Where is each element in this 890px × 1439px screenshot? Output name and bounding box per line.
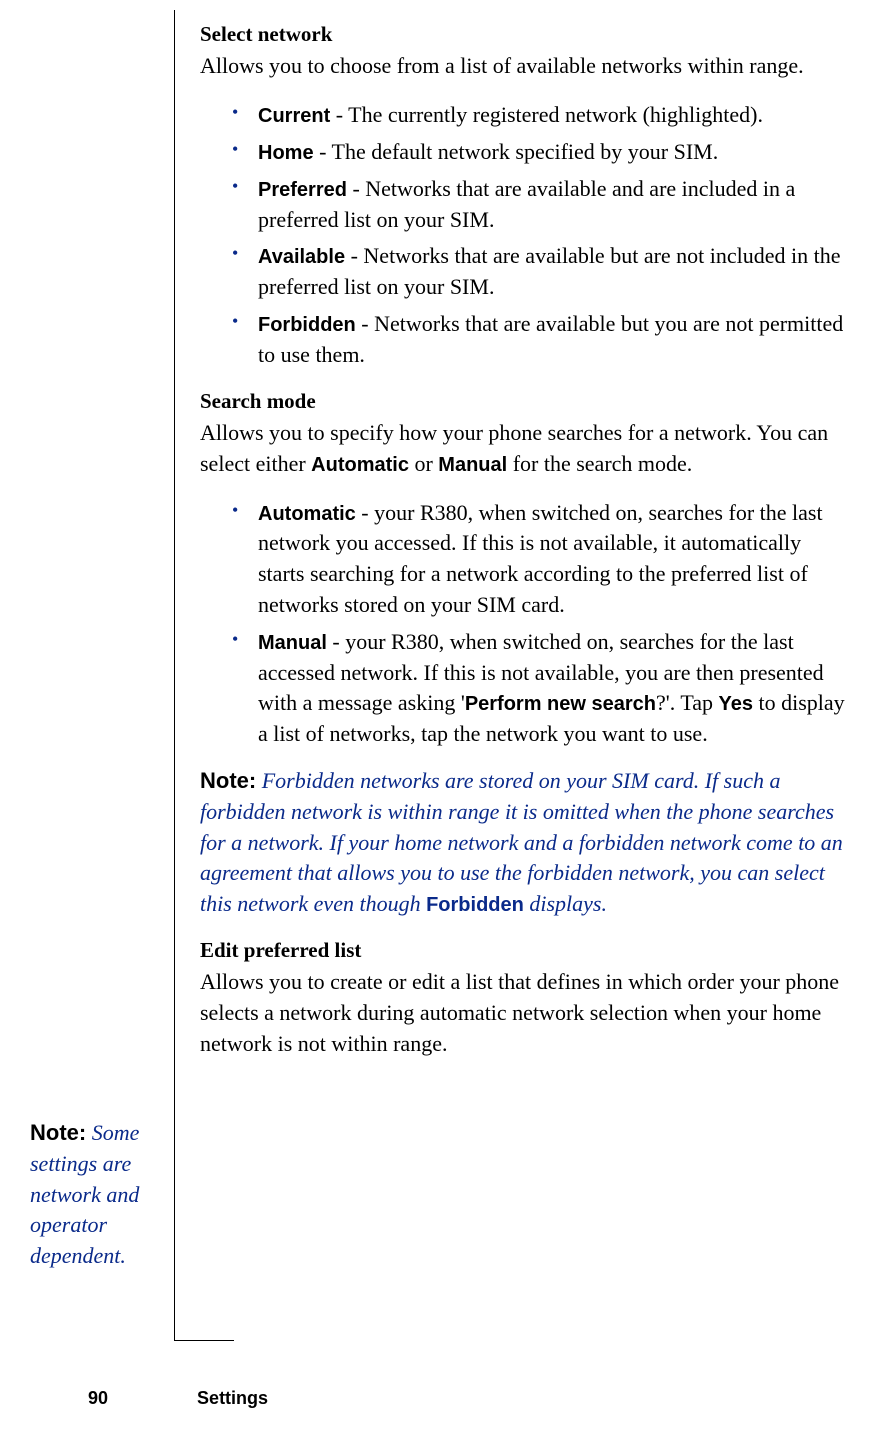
body-search-mode: Allows you to specify how your phone sea…: [200, 418, 848, 480]
list-desc-mid: ?'. Tap: [656, 690, 719, 715]
list-item: Available - Networks that are available …: [258, 241, 848, 303]
list-item: Manual - your R380, when switched on, se…: [258, 627, 848, 750]
list-term: Forbidden: [258, 314, 356, 336]
list-yes: Yes: [719, 693, 753, 715]
list-item: Forbidden - Networks that are available …: [258, 309, 848, 371]
list-term: Automatic: [258, 503, 356, 525]
margin-note: Note: Some settings are network and oper…: [30, 1118, 165, 1272]
list-term: Current: [258, 105, 330, 127]
page: Note: Some settings are network and oper…: [0, 0, 890, 1439]
footer-section-title: Settings: [197, 1388, 268, 1408]
list-item: Current - The currently registered netwo…: [258, 100, 848, 131]
main-content: Select network Allows you to choose from…: [200, 20, 848, 1078]
note-term-forbidden: Forbidden: [426, 894, 524, 916]
margin-rule-horizontal: [174, 1340, 234, 1341]
note-label: Note:: [200, 768, 256, 793]
body-edit-preferred: Allows you to create or edit a list that…: [200, 967, 848, 1059]
body-select-network: Allows you to choose from a list of avai…: [200, 51, 848, 82]
search-mode-opt-manual: Manual: [438, 454, 507, 476]
list-term: Home: [258, 142, 314, 164]
heading-search-mode: Search mode: [200, 387, 848, 416]
list-term: Preferred: [258, 179, 347, 201]
list-item: Home - The default network specified by …: [258, 137, 848, 168]
note-block: Note: Forbidden networks are stored on y…: [200, 766, 848, 920]
page-number: 90: [88, 1388, 108, 1409]
note-text-post: displays.: [524, 891, 607, 916]
select-network-list: Current - The currently registered netwo…: [200, 100, 848, 370]
list-item: Automatic - your R380, when switched on,…: [258, 498, 848, 621]
list-term: Manual: [258, 632, 327, 654]
heading-edit-preferred: Edit preferred list: [200, 936, 848, 965]
footer: 90 Settings: [88, 1388, 858, 1409]
list-msg: Perform new search: [465, 693, 656, 715]
margin-note-label: Note:: [30, 1120, 86, 1145]
list-desc: - The currently registered network (high…: [330, 102, 763, 127]
search-mode-post: for the search mode.: [507, 451, 692, 476]
list-desc: - The default network specified by your …: [314, 139, 719, 164]
list-item: Preferred - Networks that are available …: [258, 174, 848, 236]
search-mode-list: Automatic - your R380, when switched on,…: [200, 498, 848, 750]
heading-select-network: Select network: [200, 20, 848, 49]
list-desc: - Networks that are available but are no…: [258, 243, 841, 299]
search-mode-opt-automatic: Automatic: [311, 454, 409, 476]
search-mode-mid: or: [409, 451, 438, 476]
list-term: Available: [258, 246, 345, 268]
